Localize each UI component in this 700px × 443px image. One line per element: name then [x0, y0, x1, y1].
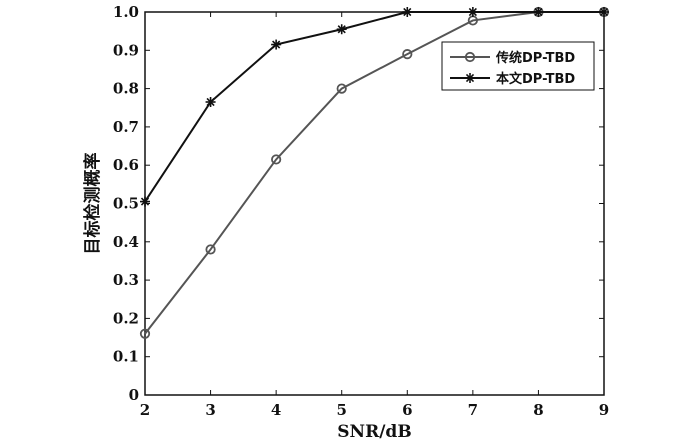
y-axis-label: 目标检测概率	[82, 153, 103, 255]
x-tick-label: 3	[205, 401, 215, 419]
x-tick-label: 2	[140, 401, 150, 419]
x-tick-label: 8	[533, 401, 543, 419]
y-tick-label: 0.4	[113, 233, 139, 251]
tick-group: 2 3 4 5 6 7 8 9 0 0.1 0.2 0.3 0.4 0.5 0.6 0.7 0.8 0.9 1.0	[113, 3, 609, 419]
legend-label-2: 本文DP-TBD	[496, 71, 575, 87]
y-tick-label: 0.3	[113, 271, 139, 289]
x-tick-label: 9	[599, 401, 609, 419]
legend-marker-1	[464, 51, 476, 63]
x-tick-label: 4	[271, 401, 281, 419]
series-1-point	[271, 154, 282, 165]
series-2-point	[467, 7, 478, 17]
series-2-point	[533, 7, 544, 17]
series-2-point	[271, 39, 282, 50]
series-line-1	[144, 11, 604, 335]
x-tick-label: 5	[336, 401, 346, 419]
y-tick-label: 0.5	[113, 195, 139, 213]
y-tick-label: 0.9	[113, 41, 139, 59]
y-tick-label: 0.1	[113, 348, 139, 366]
y-tick-label: 0	[129, 386, 139, 404]
series-1-point	[336, 83, 347, 94]
y-tick-label: 0.8	[113, 80, 139, 98]
series-1-point	[402, 49, 413, 60]
y-tick-label: 0.7	[113, 118, 139, 136]
series-1-point	[139, 328, 151, 339]
series-2-point	[205, 97, 216, 108]
series-1-point	[205, 244, 216, 255]
legend: 传统DP-TBD 本文DP-TBD	[441, 41, 595, 91]
x-tick-label: 6	[402, 401, 412, 419]
y-tick-label: 0.2	[113, 309, 139, 327]
series-2-point	[599, 7, 609, 17]
y-tick-label: 0.6	[113, 156, 139, 174]
legend-marker-2	[465, 73, 475, 83]
series-2-point	[402, 7, 413, 17]
x-tick-label: 7	[468, 401, 478, 419]
legend-box	[441, 41, 595, 91]
y-tick-label: 1.0	[113, 3, 139, 21]
legend-label-1: 传统DP-TBD	[495, 50, 575, 66]
series-group	[139, 6, 610, 339]
x-axis-label: SNR/dB	[337, 422, 411, 442]
series-2-point	[336, 24, 347, 35]
series-line-2	[144, 11, 604, 203]
series-2-point	[140, 196, 150, 207]
